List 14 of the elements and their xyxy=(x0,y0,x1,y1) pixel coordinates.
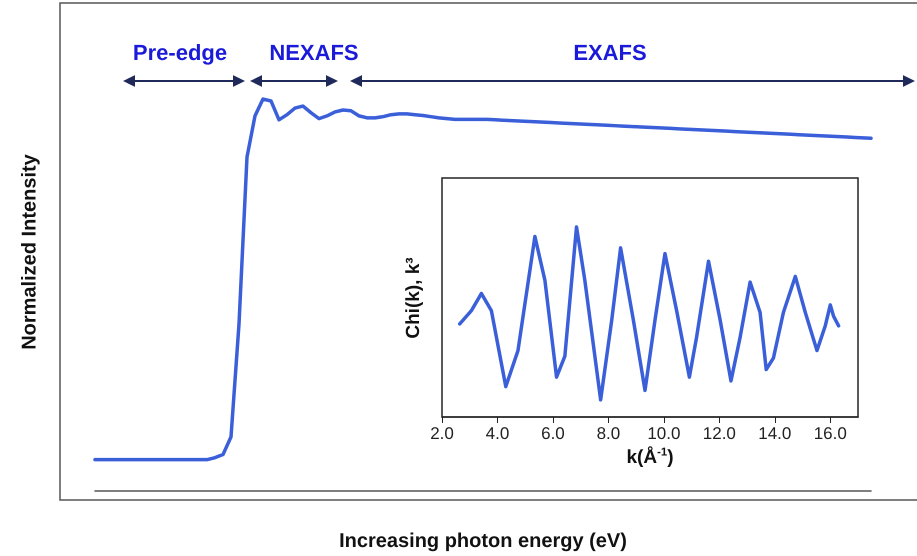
x-tick-label: 4.0 xyxy=(486,424,510,443)
y-axis-title: Chi(k), k³ xyxy=(403,256,425,338)
x-tick-label: 14.0 xyxy=(758,424,792,443)
text: Pre-edge xyxy=(132,40,228,66)
x-tick-label: 8.0 xyxy=(596,424,620,443)
x-tick-label: 12.0 xyxy=(702,424,736,443)
y-axis-title: Normalized Intensity xyxy=(18,154,42,350)
x-tick-label: 2.0 xyxy=(430,424,454,443)
x-tick-label: 6.0 xyxy=(541,424,565,443)
text: EXAFS xyxy=(573,40,647,66)
x-axis-title: Increasing photon energy (eV) xyxy=(339,530,627,552)
text: NEXAFS xyxy=(269,40,359,66)
x-tick-label: 16.0 xyxy=(814,424,847,443)
x-tick-label: 10.0 xyxy=(647,424,680,443)
